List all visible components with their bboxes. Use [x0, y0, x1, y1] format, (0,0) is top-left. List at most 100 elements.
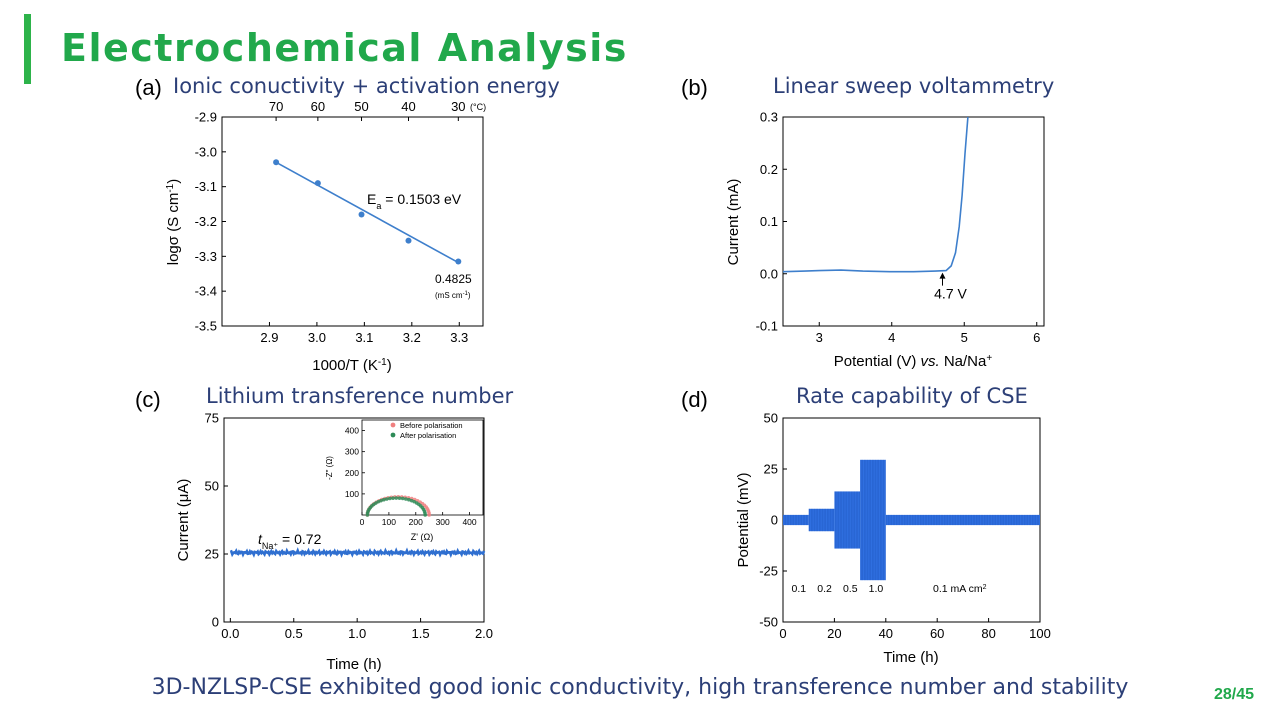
chart-a-xlabel: 1000/T (K-1)	[312, 357, 392, 375]
chart-b-onset-arrowhead	[939, 272, 946, 279]
a-ytick-label: -3.0	[195, 144, 217, 159]
c-ytick-label: 0	[212, 615, 219, 630]
inset-legend-after: After polarisation	[400, 431, 456, 440]
a-xtick-label: 3.0	[308, 330, 326, 345]
title-accent-bar	[24, 14, 31, 84]
d-ytick-label: -25	[759, 564, 778, 579]
inset-legend-marker-after	[390, 432, 396, 438]
d-ytick-label: -50	[759, 615, 778, 630]
b-ytick-label: 0.3	[760, 110, 778, 125]
a-ytick-label: -3.1	[195, 179, 217, 194]
inset-xlabel: Z' (Ω)	[411, 532, 433, 542]
inset-point-after	[384, 497, 389, 501]
a-ytick-label: -2.9	[195, 110, 217, 125]
inset-ytick-label: 400	[345, 426, 359, 436]
chart-d-rate-final-label: 0.1 mA cm2	[933, 583, 987, 595]
d-rate-segment	[885, 514, 1040, 526]
a-xtick-label: 3.2	[403, 330, 421, 345]
c-xtick-label: 2.0	[475, 626, 493, 641]
d-rate-segment	[783, 514, 809, 526]
chart-a-ylabel: logσ (S cm-1)	[165, 179, 183, 266]
chart-b-onset-label: 4.7 V	[934, 286, 967, 302]
c-xtick-label: 0.5	[285, 626, 303, 641]
b-ytick-label: 0.2	[760, 162, 778, 177]
b-xtick-label: 4	[888, 330, 895, 345]
inset-ytick-label: 300	[345, 447, 359, 457]
inset-legend-before: Before polarisation	[400, 421, 463, 430]
inset-point-after	[391, 496, 395, 500]
inset-legend-marker-before	[390, 422, 396, 428]
chart-a-arrhenius: -2.9 -3.0 -3.1 -3.2 -3.3 -3.4 -3.5 2.9 3.0 3.1 3.2…	[165, 99, 487, 374]
chart-b-lsv: 0.30.20.10.0-0.13 4 5 6 4.7 V Current (mA) …	[725, 110, 1045, 370]
inset-point-before	[427, 513, 432, 517]
inset-xtick-label: 100	[382, 517, 396, 527]
slide-title: Electrochemical Analysis	[61, 26, 628, 70]
inset-ylabel: -Z" (Ω)	[325, 456, 334, 480]
d-rate-label: 1.0	[869, 583, 884, 595]
d-xtick-label: 40	[879, 626, 893, 641]
c-xtick-label: 1.0	[348, 626, 366, 641]
a-ytick-label: -3.2	[195, 214, 217, 229]
d-rate-label: 0.5	[843, 583, 858, 595]
d-rate-label: 0.2	[817, 583, 832, 595]
chart-b-ylabel: Current (mA)	[725, 179, 742, 266]
a-xtick-label: 3.1	[355, 330, 373, 345]
panel-b-letter: (b)	[681, 75, 708, 100]
inset-point-after	[379, 498, 383, 503]
d-ytick-label: 25	[764, 462, 778, 477]
d-xtick-label: 0	[779, 626, 786, 641]
c-ytick-label: 50	[205, 479, 219, 494]
panel-a-letter: (a)	[135, 75, 162, 100]
chart-a-conductivity-value: 0.4825	[435, 272, 472, 286]
d-ytick-label: 0	[771, 513, 778, 528]
panel-d-title: Rate capability of CSE	[796, 384, 1028, 408]
a-ytick-label: -3.4	[195, 284, 217, 299]
inset-point-after	[407, 497, 411, 502]
a-data-point	[405, 237, 412, 244]
panel-b-title: Linear sweep voltammetry	[773, 74, 1055, 98]
a-data-point	[314, 180, 321, 187]
a-ytick-label: -3.5	[195, 319, 217, 334]
panel-d-letter: (d)	[681, 387, 708, 412]
a-top-tick-label: 40	[401, 99, 415, 114]
d-rate-segment	[808, 508, 835, 532]
b-xtick-label: 3	[816, 330, 823, 345]
a-xtick-label: 3.3	[450, 330, 468, 345]
d-cycle-lines	[783, 514, 809, 526]
b-ytick-label: -0.1	[756, 319, 778, 334]
chart-a-conductivity-unit: (mS cm-1)	[435, 291, 471, 300]
inset-xtick-label: 400	[462, 517, 476, 527]
page-number: 28/45	[1213, 686, 1254, 703]
inset-point-after	[400, 496, 405, 501]
b-ytick-label: 0.0	[760, 266, 778, 281]
d-cycle-lines	[835, 491, 860, 549]
a-top-tick-label: 50	[354, 99, 368, 114]
c-xtick-label: 1.5	[412, 626, 430, 641]
chart-a-fit-line	[275, 161, 459, 264]
inset-ytick-label: 100	[345, 489, 359, 499]
chart-b-series-line	[783, 117, 969, 273]
b-xtick-label: 5	[961, 330, 968, 345]
inset-xtick-label: 0	[360, 517, 365, 527]
chart-a-ea-annotation: Ea = 0.1503 eV	[367, 191, 462, 211]
panel-c-letter: (c)	[135, 387, 161, 412]
chart-d-xlabel: Time (h)	[883, 649, 938, 666]
chart-b-frame	[782, 116, 1045, 327]
a-top-tick-label: 60	[311, 99, 325, 114]
chart-c-xlabel: Time (h)	[326, 656, 381, 673]
a-data-point	[273, 159, 280, 166]
inset-point-after	[388, 496, 392, 501]
a-data-point	[455, 258, 462, 265]
b-ytick-label: 0.1	[760, 214, 778, 229]
d-ytick-label: 50	[764, 411, 778, 426]
inset-ytick-label: 200	[345, 468, 359, 478]
inset-point-after	[404, 497, 408, 501]
c-ytick-label: 25	[205, 547, 219, 562]
d-cycle-lines	[860, 459, 886, 581]
b-xtick-label: 6	[1033, 330, 1040, 345]
a-top-tick-label: 30	[451, 99, 465, 114]
chart-d-ylabel: Potential (mV)	[735, 472, 752, 567]
d-cycle-lines	[886, 514, 1040, 526]
